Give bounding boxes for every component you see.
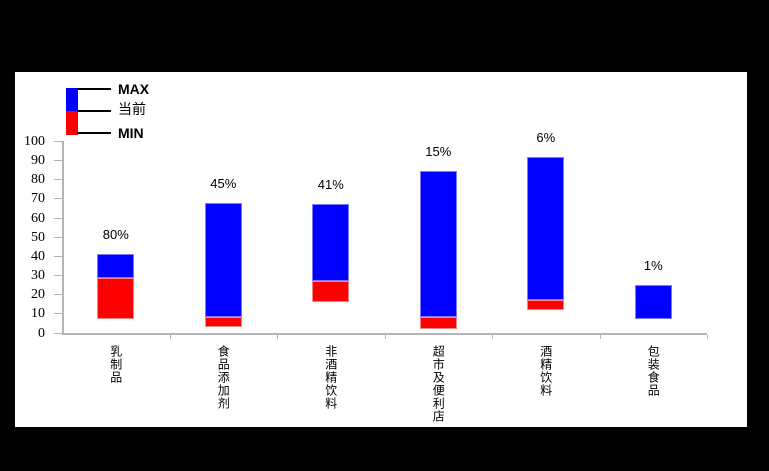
- y-tick: [54, 141, 62, 142]
- bar-max-segment: [527, 157, 565, 300]
- x-tick: [492, 334, 493, 339]
- y-tick-label: 70: [31, 191, 45, 207]
- y-tick-label: 80: [31, 172, 45, 188]
- category-label: 非酒精饮料: [323, 344, 338, 410]
- y-tick-label: 90: [31, 153, 45, 169]
- legend-label-current: 当前: [118, 103, 146, 118]
- category-label: 乳制品: [108, 344, 123, 384]
- chart-area: MAX 当前 MIN 0 10 20 30 40 50 60 70 80 90 100 80% 乳制品 4…: [15, 72, 747, 427]
- x-axis: [62, 332, 707, 335]
- bar-current-segment: [97, 277, 135, 320]
- y-tick: [54, 217, 62, 219]
- legend-callout-line-min: [77, 132, 111, 134]
- x-tick: [169, 334, 171, 339]
- y-tick: [54, 332, 62, 334]
- y-tick-label: 20: [31, 287, 45, 303]
- y-tick-label: 100: [24, 134, 45, 149]
- y-tick-label: 40: [31, 248, 45, 264]
- bar-percent-label: 6%: [536, 130, 556, 146]
- x-tick: [277, 334, 278, 339]
- y-tick: [54, 236, 62, 238]
- bar-percent-label: 45%: [210, 176, 237, 192]
- bar-max-segment: [204, 203, 242, 318]
- y-tick: [54, 160, 62, 162]
- bar-current-segment: [527, 299, 565, 310]
- legend-callout-line-current: [77, 110, 111, 112]
- y-tick: [54, 294, 62, 296]
- y-tick: [54, 179, 62, 181]
- category-label: 超市及便利店: [431, 344, 446, 423]
- category-label: 食品添加剂: [216, 344, 231, 410]
- category-label: 包装食品: [646, 344, 661, 397]
- legend-label-max: MAX: [118, 81, 150, 97]
- category-label: 酒精饮料: [538, 344, 553, 397]
- y-tick-label: 0: [38, 325, 45, 341]
- bar-max-segment: [97, 253, 135, 278]
- legend-callout-line-max: [77, 88, 111, 90]
- plot-area: 0 10 20 30 40 50 60 70 80 90 100 80% 乳制品 45% 食品添加剂 41% 非…: [15, 72, 747, 427]
- bar-current-segment: [204, 317, 242, 327]
- bar-percent-label: 15%: [425, 143, 452, 159]
- bar-current-segment: [312, 280, 350, 302]
- bar-current-segment: [419, 317, 457, 329]
- y-tick-label: 50: [31, 229, 45, 245]
- x-tick: [599, 334, 601, 339]
- y-tick-label: 30: [31, 268, 45, 284]
- bar-percent-label: 80%: [102, 226, 129, 242]
- y-tick: [54, 255, 62, 257]
- y-tick: [54, 313, 62, 315]
- bar-percent-label: 1%: [643, 257, 663, 273]
- y-tick-label: 10: [31, 306, 45, 322]
- y-tick: [54, 275, 62, 277]
- legend-label-min: MIN: [118, 125, 144, 141]
- legend: MAX 当前 MIN: [15, 72, 235, 152]
- y-tick: [54, 198, 62, 200]
- y-axis: [62, 141, 64, 335]
- bar-max-segment: [312, 204, 350, 281]
- bar-max-segment: [419, 170, 457, 318]
- legend-max-swatch: [66, 88, 78, 111]
- legend-current-swatch: [66, 111, 78, 135]
- x-tick: [384, 334, 386, 339]
- bar-max-segment: [634, 284, 672, 320]
- y-tick-label: 60: [31, 210, 45, 226]
- bar-percent-label: 41%: [317, 177, 344, 193]
- x-tick: [707, 334, 708, 339]
